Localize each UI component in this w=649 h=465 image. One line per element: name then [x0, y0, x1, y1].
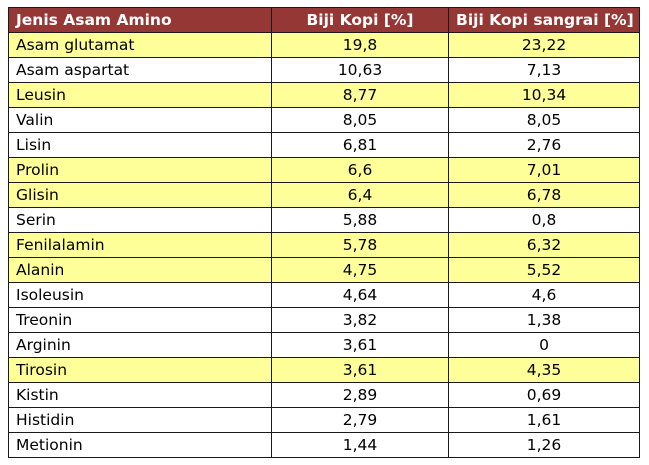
raw-coffee-value-cell: 6,4 [271, 182, 449, 208]
roasted-coffee-value-cell: 0,69 [448, 382, 640, 408]
table-row: Fenilalamin 5,78 6,32 [8, 232, 640, 258]
roasted-coffee-value-cell: 23,22 [448, 32, 640, 58]
roasted-coffee-value-cell: 1,38 [448, 307, 640, 333]
roasted-coffee-value-cell: 1,61 [448, 407, 640, 433]
raw-coffee-value-cell: 1,44 [271, 432, 449, 458]
table-row: Asam aspartat 10,63 7,13 [8, 57, 640, 83]
amino-acid-name-cell: Valin [8, 107, 272, 133]
raw-coffee-value-cell: 4,75 [271, 257, 449, 283]
roasted-coffee-value-cell: 10,34 [448, 82, 640, 108]
amino-acid-name-cell: Alanin [8, 257, 272, 283]
amino-acid-name-cell: Arginin [8, 332, 272, 358]
roasted-coffee-value-cell: 7,13 [448, 57, 640, 83]
amino-acid-name-cell: Prolin [8, 157, 272, 183]
amino-acid-name-cell: Asam aspartat [8, 57, 272, 83]
table-row: Isoleusin 4,64 4,6 [8, 282, 640, 308]
amino-acid-table: Jenis Asam Amino Biji Kopi [%] Biji Kopi… [8, 7, 640, 458]
roasted-coffee-value-cell: 5,52 [448, 257, 640, 283]
amino-acid-name-cell: Isoleusin [8, 282, 272, 308]
amino-acid-name-cell: Lisin [8, 132, 272, 158]
roasted-coffee-value-cell: 4,6 [448, 282, 640, 308]
amino-acid-name-cell: Metionin [8, 432, 272, 458]
amino-acid-name-cell: Fenilalamin [8, 232, 272, 258]
roasted-coffee-value-cell: 8,05 [448, 107, 640, 133]
raw-coffee-value-cell: 4,64 [271, 282, 449, 308]
raw-coffee-value-cell: 3,82 [271, 307, 449, 333]
table-row: Valin 8,05 8,05 [8, 107, 640, 133]
header-amino-acid-type: Jenis Asam Amino [8, 7, 272, 33]
table-row: Kistin 2,89 0,69 [8, 382, 640, 408]
roasted-coffee-value-cell: 1,26 [448, 432, 640, 458]
table-row: Leusin 8,77 10,34 [8, 82, 640, 108]
table-row: Asam glutamat 19,8 23,22 [8, 32, 640, 58]
table-header-row: Jenis Asam Amino Biji Kopi [%] Biji Kopi… [8, 7, 640, 33]
roasted-coffee-value-cell: 6,32 [448, 232, 640, 258]
roasted-coffee-value-cell: 0,8 [448, 207, 640, 233]
roasted-coffee-value-cell: 7,01 [448, 157, 640, 183]
raw-coffee-value-cell: 8,77 [271, 82, 449, 108]
raw-coffee-value-cell: 3,61 [271, 357, 449, 383]
table-row: Histidin 2,79 1,61 [8, 407, 640, 433]
table-row: Arginin 3,61 0 [8, 332, 640, 358]
roasted-coffee-value-cell: 6,78 [448, 182, 640, 208]
table-row: Serin 5,88 0,8 [8, 207, 640, 233]
table-row: Glisin 6,4 6,78 [8, 182, 640, 208]
raw-coffee-value-cell: 10,63 [271, 57, 449, 83]
raw-coffee-value-cell: 5,78 [271, 232, 449, 258]
table-body: Asam glutamat 19,8 23,22 Asam aspartat 10,63… [8, 32, 640, 458]
raw-coffee-value-cell: 2,79 [271, 407, 449, 433]
amino-acid-name-cell: Leusin [8, 82, 272, 108]
table-row: Metionin 1,44 1,26 [8, 432, 640, 458]
table-row: Treonin 3,82 1,38 [8, 307, 640, 333]
amino-acid-name-cell: Treonin [8, 307, 272, 333]
amino-acid-table-container: Jenis Asam Amino Biji Kopi [%] Biji Kopi… [8, 7, 640, 458]
table-row: Tirosin 3,61 4,35 [8, 357, 640, 383]
raw-coffee-value-cell: 6,6 [271, 157, 449, 183]
amino-acid-name-cell: Tirosin [8, 357, 272, 383]
header-roasted-coffee: Biji Kopi sangrai [%] [448, 7, 640, 33]
amino-acid-name-cell: Glisin [8, 182, 272, 208]
raw-coffee-value-cell: 8,05 [271, 107, 449, 133]
amino-acid-name-cell: Histidin [8, 407, 272, 433]
roasted-coffee-value-cell: 4,35 [448, 357, 640, 383]
amino-acid-name-cell: Serin [8, 207, 272, 233]
roasted-coffee-value-cell: 0 [448, 332, 640, 358]
amino-acid-name-cell: Kistin [8, 382, 272, 408]
raw-coffee-value-cell: 3,61 [271, 332, 449, 358]
table-row: Lisin 6,81 2,76 [8, 132, 640, 158]
raw-coffee-value-cell: 19,8 [271, 32, 449, 58]
header-raw-coffee: Biji Kopi [%] [271, 7, 449, 33]
table-row: Alanin 4,75 5,52 [8, 257, 640, 283]
amino-acid-name-cell: Asam glutamat [8, 32, 272, 58]
roasted-coffee-value-cell: 2,76 [448, 132, 640, 158]
raw-coffee-value-cell: 6,81 [271, 132, 449, 158]
raw-coffee-value-cell: 5,88 [271, 207, 449, 233]
table-row: Prolin 6,6 7,01 [8, 157, 640, 183]
raw-coffee-value-cell: 2,89 [271, 382, 449, 408]
